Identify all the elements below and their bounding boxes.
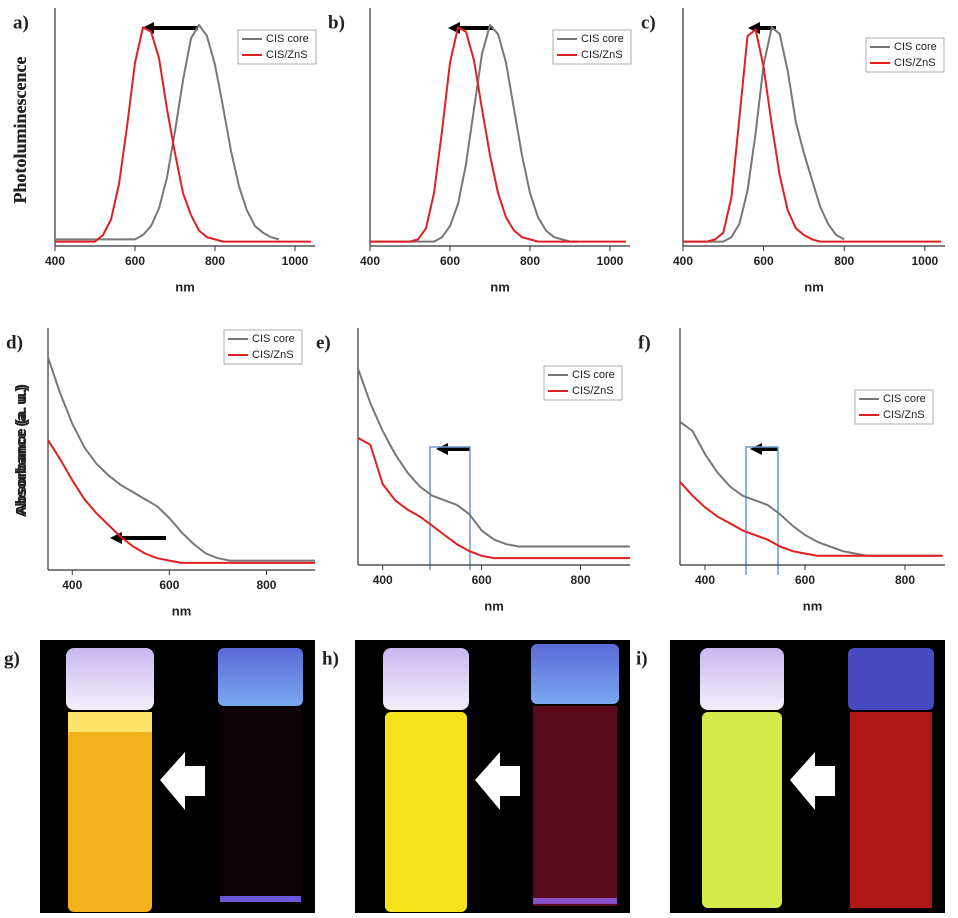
- legend-label: CIS core: [266, 33, 309, 45]
- legend-box: [854, 389, 934, 425]
- y-axis-label: Photoluminescence: [10, 57, 30, 204]
- x-axis-label: nm: [484, 598, 504, 613]
- x-tick-label: 1000: [282, 254, 309, 268]
- y-axis-label: Photoluminescence: [10, 57, 30, 204]
- data-line: [357, 368, 630, 548]
- x-tick-label: 1000: [911, 254, 938, 268]
- marker-box: [429, 446, 779, 575]
- annotations: [110, 22, 778, 544]
- data-line: [55, 24, 280, 241]
- data-line: [357, 437, 630, 560]
- panel-label: h): [322, 648, 339, 669]
- data-line: [370, 26, 626, 243]
- legend-label: CIS core: [883, 393, 926, 405]
- y-axis-label: Absorbance (a. u.): [13, 387, 30, 518]
- x-tick-label: 400: [695, 573, 715, 587]
- legend-label: CIS core: [572, 369, 615, 381]
- legend-label: CIS core: [894, 41, 937, 53]
- y-axis-label: Absorbance (a. u.): [13, 384, 30, 515]
- x-tick-label: 800: [205, 254, 225, 268]
- x-tick-label: 800: [571, 573, 591, 587]
- legend-label: CIS core: [252, 333, 295, 345]
- x-axis-label: nm: [804, 279, 824, 294]
- data-line: [683, 26, 845, 243]
- legend-label: CIS core: [581, 33, 624, 45]
- x-tick-label: 800: [256, 578, 276, 592]
- panel-label: d): [6, 332, 23, 353]
- panel-label: b): [328, 12, 345, 33]
- legend-box: [543, 365, 623, 401]
- panel-label: i): [636, 648, 648, 669]
- x-tick-label: 600: [795, 573, 815, 587]
- x-tick-label: 600: [754, 254, 774, 268]
- x-axis-label: nm: [490, 279, 510, 294]
- legend-box: [552, 29, 632, 65]
- x-tick-label: 600: [159, 578, 179, 592]
- x-tick-label: 600: [472, 573, 492, 587]
- x-axis-label: nm: [175, 279, 195, 294]
- x-tick-label: 600: [125, 254, 145, 268]
- legend-label: CIS/ZnS: [266, 49, 308, 61]
- x-tick-label: 400: [360, 254, 380, 268]
- x-tick-label: 600: [440, 254, 460, 268]
- legend-label: CIS/ZnS: [883, 409, 925, 421]
- data-line: [683, 28, 941, 243]
- data-line: [679, 420, 943, 557]
- panel-label: e): [316, 332, 331, 353]
- photo-g: [40, 640, 315, 913]
- photo-h: [355, 640, 630, 913]
- data-line: [679, 481, 943, 557]
- x-tick-label: 1000: [597, 254, 624, 268]
- photo-i: [670, 640, 945, 913]
- x-tick-label: 400: [673, 254, 693, 268]
- panel-label: a): [13, 12, 29, 33]
- data-line: [47, 357, 315, 562]
- x-axis-label: nm: [803, 598, 823, 613]
- legend-label: CIS/ZnS: [894, 57, 936, 69]
- x-tick-label: 400: [373, 573, 393, 587]
- y-axis-label: Absorbance (a. u.): [13, 384, 30, 515]
- x-tick-label: 400: [45, 254, 65, 268]
- legend-label: CIS/ZnS: [581, 49, 623, 61]
- x-axis-label: nm: [172, 603, 192, 618]
- panel-label: c): [641, 12, 656, 33]
- x-tick-label: 800: [520, 254, 540, 268]
- x-tick-label: 800: [834, 254, 854, 268]
- x-tick-label: 400: [62, 578, 82, 592]
- legend-box: [223, 329, 303, 365]
- panel-label: f): [638, 332, 651, 353]
- legend-label: CIS/ZnS: [252, 349, 294, 361]
- x-tick-label: 800: [895, 573, 915, 587]
- data-line: [47, 439, 315, 564]
- panel-label: g): [4, 648, 20, 669]
- data-line: [55, 26, 311, 243]
- y-axis-label: Photoluminescence: [10, 57, 30, 204]
- legend-label: CIS/ZnS: [572, 385, 614, 397]
- legend-box: [865, 37, 945, 73]
- legend-box: [237, 29, 317, 65]
